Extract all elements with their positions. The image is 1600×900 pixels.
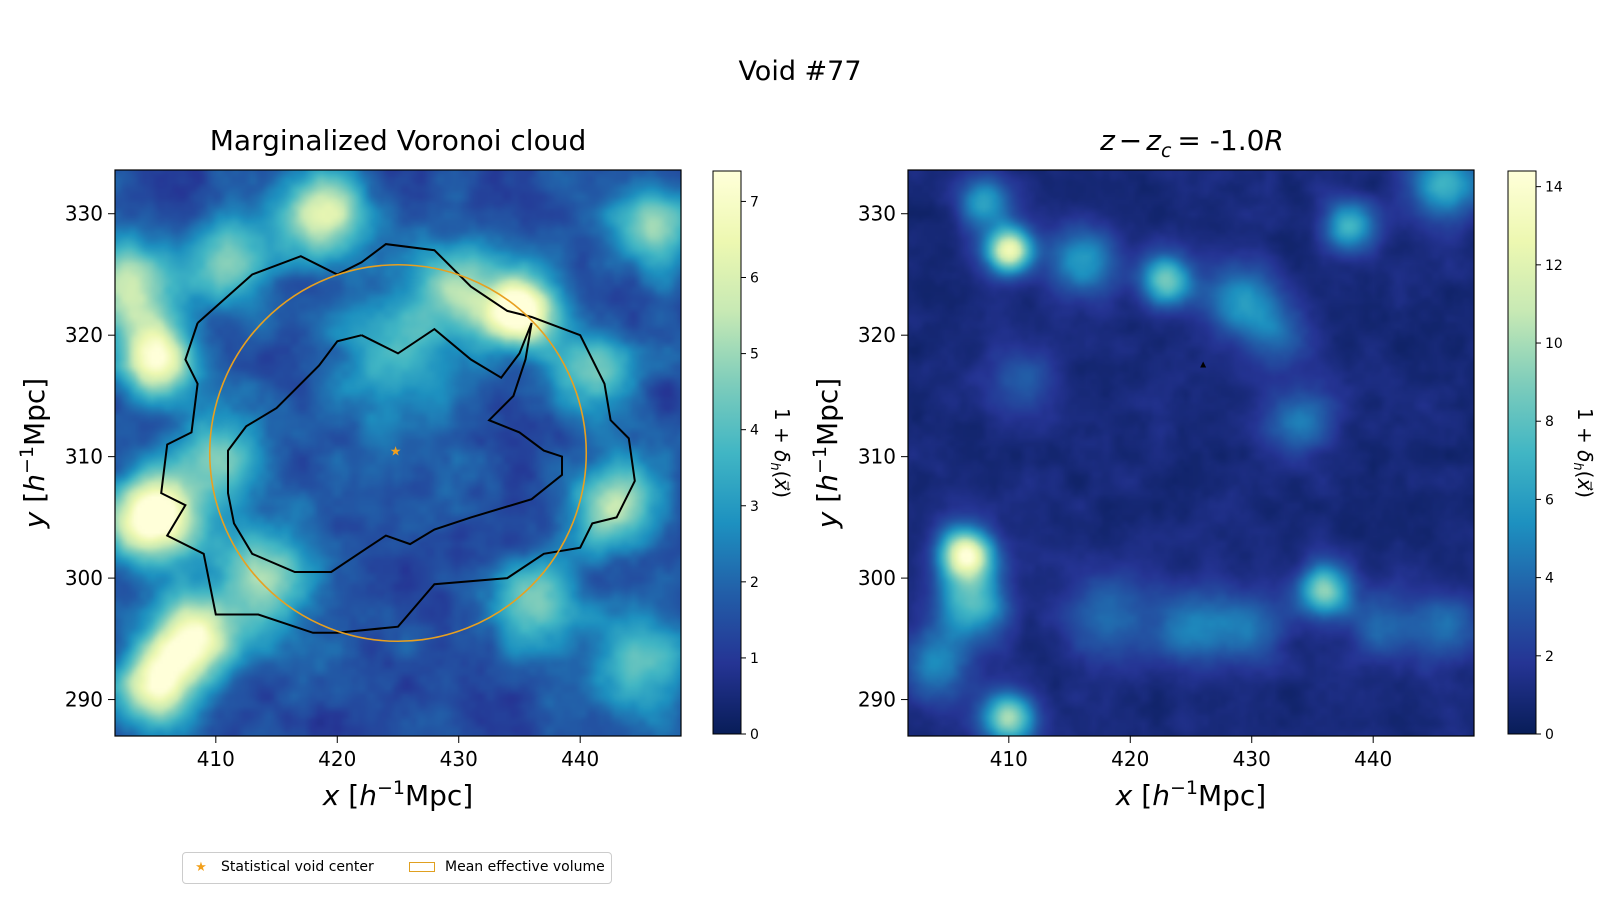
inner-void-contour (227, 322, 563, 573)
left-colorbar-ticks: 0 1 2 3 4 5 6 7 (741, 194, 759, 743)
right-x-axis-label: x [h−1Mpc] (1115, 777, 1266, 812)
right-colorbar: 0 2 4 6 8 10 12 14 1 + δh(x⃗) (1507, 170, 1597, 743)
left-colorbar-gradient (712, 170, 742, 735)
right-colorbar-label: 1 + δh(x⃗) (1570, 408, 1597, 498)
legend-label-effective-volume: Mean effective volume (445, 859, 605, 875)
colorbar-tick-label: 10 (1545, 336, 1563, 352)
right-colorbar-ticks: 0 2 4 6 8 10 12 14 (1536, 180, 1563, 743)
star-icon: ★ (195, 859, 207, 875)
left-ticks: 410 420 430 440 290 300 310 320 330 (65, 202, 599, 771)
colorbar-tick-label: 3 (750, 499, 759, 515)
right-center-marker (1200, 361, 1207, 368)
colorbar-tick-label: 14 (1545, 180, 1563, 196)
effective-volume-circle (208, 263, 588, 643)
y-tick-label: 310 (65, 445, 103, 469)
rectangle-outline-icon (409, 862, 435, 872)
x-tick-label: 440 (1354, 747, 1392, 771)
colorbar-tick-label: 4 (750, 423, 759, 439)
y-tick-label: 300 (858, 566, 896, 590)
colorbar-tick-label: 7 (750, 194, 759, 210)
legend-item-void-center: ★ Statistical void center (191, 859, 374, 875)
x-tick-label: 420 (318, 747, 356, 771)
colorbar-tick-label: 6 (1545, 492, 1554, 508)
outer-void-contour (160, 243, 636, 634)
left-colorbar-label: 1 + δh(x⃗) (767, 408, 794, 498)
colorbar-tick-label: 4 (1545, 571, 1554, 587)
x-tick-label: 420 (1111, 747, 1149, 771)
y-tick-label: 330 (858, 202, 896, 226)
legend-label-void-center: Statistical void center (221, 859, 374, 875)
legend-item-effective-volume: Mean effective volume (409, 859, 605, 875)
void-center-star: ★ (390, 444, 402, 459)
legend: ★ Statistical void center Mean effective… (182, 852, 612, 884)
y-tick-label: 290 (858, 688, 896, 712)
left-panel: Marginalized Voronoi cloud ★ 410 420 430 44… (16, 124, 682, 812)
right-y-axis-label: y [h−1Mpc] (809, 378, 844, 529)
figure-title: Void #77 (738, 56, 862, 87)
colorbar-tick-label: 12 (1545, 258, 1563, 274)
colorbar-tick-label: 1 (750, 651, 759, 667)
colorbar-tick-label: 8 (1545, 414, 1554, 430)
colorbar-tick-label: 6 (750, 271, 759, 287)
right-density-heatmap (908, 170, 1474, 736)
right-ticks: 410 420 430 440 290 300 310 320 330 (858, 202, 1392, 771)
colorbar-tick-label: 0 (1545, 727, 1554, 743)
right-axes-frame (907, 169, 1475, 737)
right-colorbar-gradient (1507, 170, 1537, 735)
x-tick-label: 410 (197, 747, 235, 771)
left-colorbar: 0 1 2 3 4 5 6 7 1 + δh(x⃗) (712, 170, 794, 743)
x-tick-label: 430 (440, 747, 478, 771)
colorbar-tick-label: 2 (1545, 649, 1554, 665)
right-panel: z − zc = -1.0R 410 420 430 440290300310320330 … (809, 124, 1475, 812)
left-axes-frame (114, 169, 682, 737)
x-tick-label: 410 (990, 747, 1028, 771)
y-tick-label: 290 (65, 688, 103, 712)
y-tick-label: 310 (858, 445, 896, 469)
colorbar-tick-label: 2 (750, 575, 759, 591)
left-panel-title: Marginalized Voronoi cloud (210, 124, 586, 157)
left-y-axis-label: y [h−1Mpc] (16, 378, 51, 529)
x-tick-label: 430 (1233, 747, 1271, 771)
y-tick-label: 300 (65, 566, 103, 590)
right-panel-title: z − zc = -1.0R (1099, 124, 1284, 162)
x-tick-label: 440 (561, 747, 599, 771)
y-tick-label: 320 (65, 323, 103, 347)
y-tick-label: 320 (858, 323, 896, 347)
colorbar-tick-label: 0 (750, 727, 759, 743)
colorbar-tick-label: 5 (750, 347, 759, 363)
left-x-axis-label: x [h−1Mpc] (322, 777, 473, 812)
y-tick-label: 330 (65, 202, 103, 226)
